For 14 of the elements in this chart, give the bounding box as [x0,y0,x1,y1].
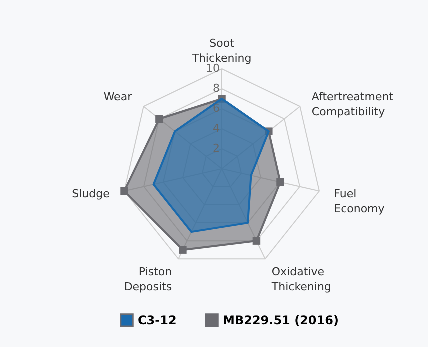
y-tick-label: 6 [213,102,220,115]
y-tick-label: 2 [213,142,220,155]
spoke-label: Oxidative Thickening [270,266,332,294]
spoke-label: Aftertreatment Compatibility [312,90,394,118]
spoke-label: Fuel Economy [334,188,386,216]
spoke-label: Soot Thickening [191,37,252,65]
legend-label: C3-12 [138,313,177,328]
y-tick-label: 8 [213,82,220,95]
y-tick-label: 4 [213,122,220,135]
spoke-label: Wear [104,90,133,104]
spoke-label: Piston Deposits [124,266,172,294]
legend-label: MB229.51 (2016) [223,313,339,328]
y-tick-label: 10 [206,62,220,75]
spoke-label: Sludge [72,188,110,201]
